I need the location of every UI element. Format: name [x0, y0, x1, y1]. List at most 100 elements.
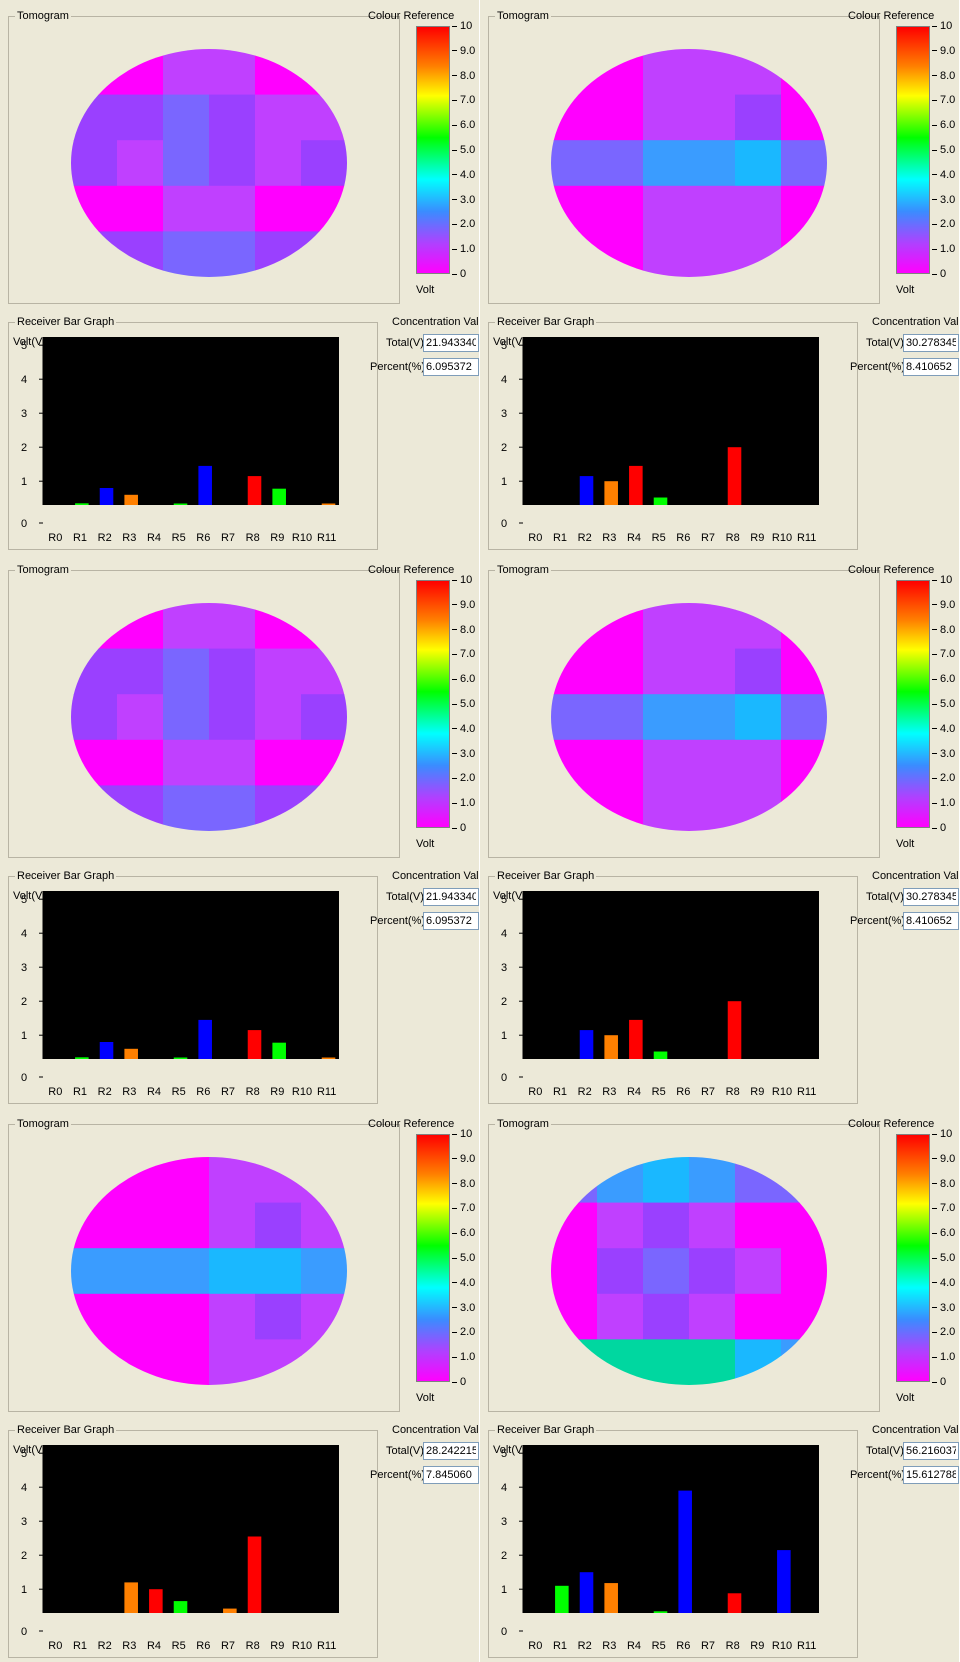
colour-scale-tick: 8.0: [452, 624, 475, 636]
tomogram-cell: [71, 739, 118, 786]
tomogram-cell: [643, 1339, 690, 1385]
tomogram-title: Tomogram: [495, 564, 551, 576]
colour-scale-tick: 5.0: [932, 698, 955, 710]
tomogram-cell: [643, 1248, 690, 1295]
tomogram-cell: [689, 231, 736, 277]
total-field[interactable]: [903, 1442, 959, 1460]
tomogram-cell: [209, 49, 256, 96]
y-tick-label: 4: [501, 928, 507, 940]
x-tick-label: R7: [221, 1086, 235, 1098]
tomogram-cell: [551, 603, 598, 650]
tomogram-cell: [551, 185, 598, 232]
tomogram-cell: [597, 648, 644, 695]
measurement-panel: Tomogram Colour Reference 10 9.0 8.0 7.0 6.0 5.…: [480, 0, 960, 554]
percent-field[interactable]: [903, 1466, 959, 1484]
y-tick-label: 5: [501, 894, 507, 906]
tomogram-cell: [689, 1202, 736, 1249]
percent-label: Percent(%): [370, 915, 426, 927]
tomogram-cell: [643, 648, 690, 695]
tomogram-cell: [781, 1248, 827, 1295]
tomogram-cell: [117, 1157, 164, 1204]
x-tick-label: R6: [676, 1086, 690, 1098]
y-tick-label: 5: [501, 340, 507, 352]
colour-scale-ticks: 10 9.0 8.0 7.0 6.0 5.0 4.0 3.0 2.0 1.0 0: [932, 1128, 959, 1388]
total-field[interactable]: [423, 1442, 479, 1460]
total-field[interactable]: [423, 888, 479, 906]
colour-reference-title: Colour Reference: [848, 1118, 935, 1130]
tomogram-cell: [163, 1157, 210, 1204]
tomogram-cell: [163, 231, 210, 277]
colour-scale-tick: 2.0: [452, 218, 475, 230]
x-tick-label: R9: [270, 532, 284, 544]
y-axis-label: Volt(V): [493, 1444, 526, 1456]
y-axis-label: Volt(V): [493, 336, 526, 348]
colour-scale-ticks: 10 9.0 8.0 7.0 6.0 5.0 4.0 3.0 2.0 1.0 0: [452, 1128, 479, 1388]
bar-r2: [99, 1042, 114, 1059]
colour-scale-tick: 1.0: [932, 243, 955, 255]
colour-scale-tick: 10: [932, 1128, 952, 1140]
tomogram-cell: [163, 140, 210, 187]
x-tick-label: R4: [147, 1086, 161, 1098]
colour-scale-tick: 7.0: [452, 1202, 475, 1214]
colour-scale-tick: 5.0: [452, 1252, 475, 1264]
tomogram-cell: [255, 1293, 302, 1340]
bar-r4: [629, 465, 643, 505]
receiver-bar-graph: Receiver Bar Graph Volt(V) 0 1 2 3 4 5 R0 R1 R2 R3 R…: [8, 316, 378, 550]
bar-chart: Volt(V) 0 1 2 3 4 5 R0 R1 R2 R3 R4 R5 R6 R7 R8 R9 R10 R11: [493, 1444, 819, 1652]
percent-field[interactable]: [903, 912, 959, 930]
percent-field[interactable]: [423, 1466, 479, 1484]
colour-scale-tick: 3.0: [932, 1302, 955, 1314]
tomogram-image: [551, 49, 827, 277]
tomogram-title: Tomogram: [15, 10, 71, 22]
colour-scale-tick: 4.0: [452, 1277, 475, 1289]
bar-r2: [579, 1572, 594, 1613]
colour-scale-tick: 8.0: [932, 70, 955, 82]
total-field[interactable]: [423, 334, 479, 352]
percent-label: Percent(%): [850, 915, 906, 927]
tomogram-image: [551, 603, 827, 831]
total-field[interactable]: [903, 888, 959, 906]
colour-scale-tick: 7.0: [452, 648, 475, 660]
bar-chart: Volt(V) 0 1 2 3 4 5 R0 R1 R2 R3 R4 R5 R6 R7 R8 R9 R10 R11: [493, 890, 819, 1098]
tomogram-cell: [209, 185, 256, 232]
tomogram-cell: [301, 1248, 347, 1295]
colour-scale-tick: 10: [452, 574, 472, 586]
y-tick-label: 0: [21, 1072, 27, 1084]
concentration-title: Concentration Values: [392, 870, 479, 882]
colour-scale-tick: 0: [932, 268, 946, 280]
tomogram-cell: [597, 185, 644, 232]
y-axis-label: Volt(V): [13, 890, 46, 902]
x-tick-label: R6: [196, 532, 210, 544]
percent-field[interactable]: [423, 358, 479, 376]
tomogram-cell: [301, 739, 347, 786]
x-tick-label: R11: [317, 532, 336, 544]
x-tick-label: R0: [48, 1640, 62, 1652]
x-tick-label: R9: [750, 532, 764, 544]
y-tick-label: 3: [21, 408, 27, 420]
tomogram-cell: [781, 694, 827, 741]
volt-label: Volt: [896, 838, 915, 850]
tomogram-cell: [301, 185, 347, 232]
x-tick-label: R8: [726, 1086, 740, 1098]
panel-row: Tomogram Colour Reference 10 9.0 8.0 7.0 6.0 5.…: [0, 554, 960, 1108]
x-tick-label: R2: [98, 1086, 112, 1098]
tomogram-cell: [301, 1293, 347, 1340]
y-tick-label: 1: [501, 1030, 507, 1042]
tomogram-cell: [117, 185, 164, 232]
tomogram-cell: [163, 49, 210, 96]
y-tick-label: 3: [21, 1516, 27, 1528]
percent-field[interactable]: [423, 912, 479, 930]
bar-graph-title: Receiver Bar Graph: [495, 316, 597, 328]
tomogram-cell: [255, 1202, 302, 1249]
percent-field[interactable]: [903, 358, 959, 376]
tomogram-group: Tomogram: [488, 10, 880, 304]
tomogram-cell: [781, 49, 827, 96]
tomogram-cell: [689, 785, 736, 831]
y-tick-label: 4: [501, 374, 507, 386]
colour-scale-ticks: 10 9.0 8.0 7.0 6.0 5.0 4.0 3.0 2.0 1.0 0: [932, 20, 959, 280]
tomogram-cell: [597, 1293, 644, 1340]
total-field[interactable]: [903, 334, 959, 352]
tomogram-cell: [117, 231, 164, 277]
y-axis-label: Volt(V): [13, 1444, 46, 1456]
